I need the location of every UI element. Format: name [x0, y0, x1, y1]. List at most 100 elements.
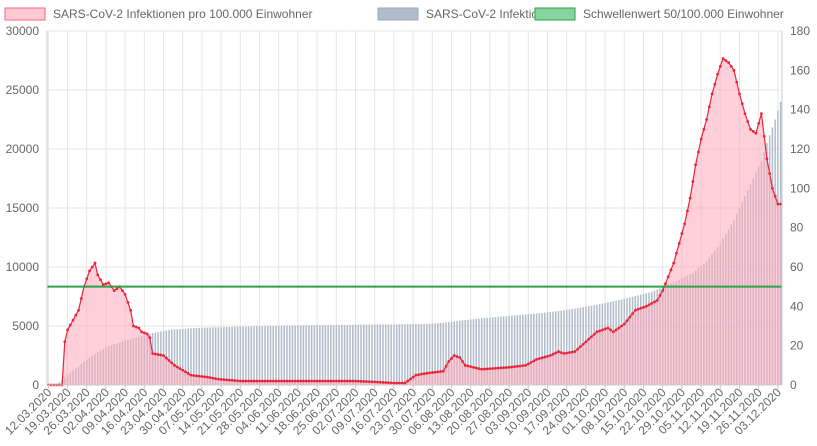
- data-point: [472, 365, 475, 369]
- data-point: [529, 360, 533, 364]
- bar: [467, 319, 469, 385]
- data-point: [321, 379, 325, 383]
- data-point: [184, 370, 187, 374]
- data-point: [565, 351, 569, 355]
- legend-label: SARS-CoV-2 Infektionen: [426, 7, 558, 21]
- data-point: [696, 150, 700, 154]
- data-point: [494, 366, 497, 370]
- bar: [354, 324, 357, 385]
- bar: [198, 327, 200, 385]
- data-point: [439, 370, 442, 373]
- bar: [409, 324, 412, 385]
- data-point: [669, 268, 673, 272]
- data-point: [650, 301, 654, 305]
- data-point: [197, 374, 201, 378]
- bar: [286, 325, 288, 385]
- bar: [223, 327, 225, 385]
- data-point: [101, 283, 105, 287]
- data-point: [274, 379, 278, 383]
- bar: [220, 327, 222, 385]
- data-point: [510, 365, 514, 369]
- data-point: [589, 335, 593, 339]
- data-point: [365, 380, 368, 383]
- bar: [310, 325, 313, 385]
- bar: [217, 327, 220, 385]
- data-point: [63, 340, 67, 344]
- data-point: [729, 65, 733, 68]
- data-point: [631, 312, 634, 316]
- bar: [458, 320, 461, 385]
- data-point: [334, 379, 338, 383]
- data-point: [315, 379, 319, 383]
- data-point: [644, 304, 648, 308]
- data-point: [694, 163, 698, 167]
- data-point: [502, 366, 506, 370]
- data-point: [526, 362, 530, 366]
- data-point: [716, 72, 719, 76]
- bar: [330, 325, 332, 385]
- bar: [236, 326, 239, 385]
- bar: [417, 323, 420, 385]
- data-point: [691, 180, 695, 183]
- bar: [308, 325, 310, 385]
- bar: [574, 308, 576, 385]
- bar: [264, 326, 266, 385]
- data-point: [422, 372, 426, 376]
- data-point: [521, 364, 525, 368]
- bar: [206, 327, 209, 385]
- data-point: [90, 265, 94, 269]
- data-point: [625, 319, 629, 322]
- bar: [546, 312, 549, 385]
- data-point: [513, 365, 517, 369]
- bar: [297, 325, 299, 385]
- data-point: [79, 297, 83, 300]
- bar: [516, 315, 519, 385]
- data-point: [252, 379, 256, 383]
- bar: [483, 318, 486, 385]
- data-point: [499, 366, 503, 370]
- y-right-tick-label: 100: [790, 181, 810, 195]
- data-point: [776, 202, 780, 206]
- bar: [541, 313, 543, 385]
- data-point: [77, 308, 80, 312]
- data-point: [609, 328, 612, 332]
- data-point: [271, 379, 275, 383]
- data-point: [488, 367, 492, 371]
- data-point: [164, 356, 168, 360]
- bar: [439, 322, 442, 385]
- data-point: [208, 376, 212, 380]
- data-point: [384, 381, 388, 384]
- bar: [486, 317, 488, 385]
- data-point: [71, 318, 75, 322]
- data-point: [518, 364, 522, 368]
- bar: [535, 313, 538, 385]
- data-point: [263, 379, 267, 383]
- bar: [565, 309, 568, 385]
- data-point: [200, 375, 204, 378]
- data-point: [598, 329, 602, 333]
- data-point: [611, 330, 615, 334]
- data-point: [400, 381, 404, 385]
- bar: [453, 321, 456, 385]
- data-point: [337, 379, 341, 383]
- bar: [415, 323, 417, 385]
- data-point: [340, 379, 344, 383]
- data-point: [600, 328, 604, 332]
- data-point: [576, 347, 580, 351]
- y-right-tick-label: 20: [790, 339, 804, 353]
- bar: [371, 324, 373, 385]
- legend-label: Schwellenwert 50/100.000 Einwohner: [583, 7, 784, 21]
- data-point: [192, 374, 196, 377]
- data-point: [718, 65, 722, 68]
- data-point: [356, 379, 360, 383]
- bar: [247, 326, 250, 385]
- data-point: [104, 282, 108, 286]
- bar: [368, 324, 371, 385]
- data-point: [329, 379, 333, 383]
- bar: [176, 329, 179, 385]
- data-point: [699, 137, 703, 141]
- data-point: [99, 278, 102, 282]
- bar: [544, 312, 546, 385]
- data-point: [258, 379, 261, 383]
- bar: [288, 325, 291, 385]
